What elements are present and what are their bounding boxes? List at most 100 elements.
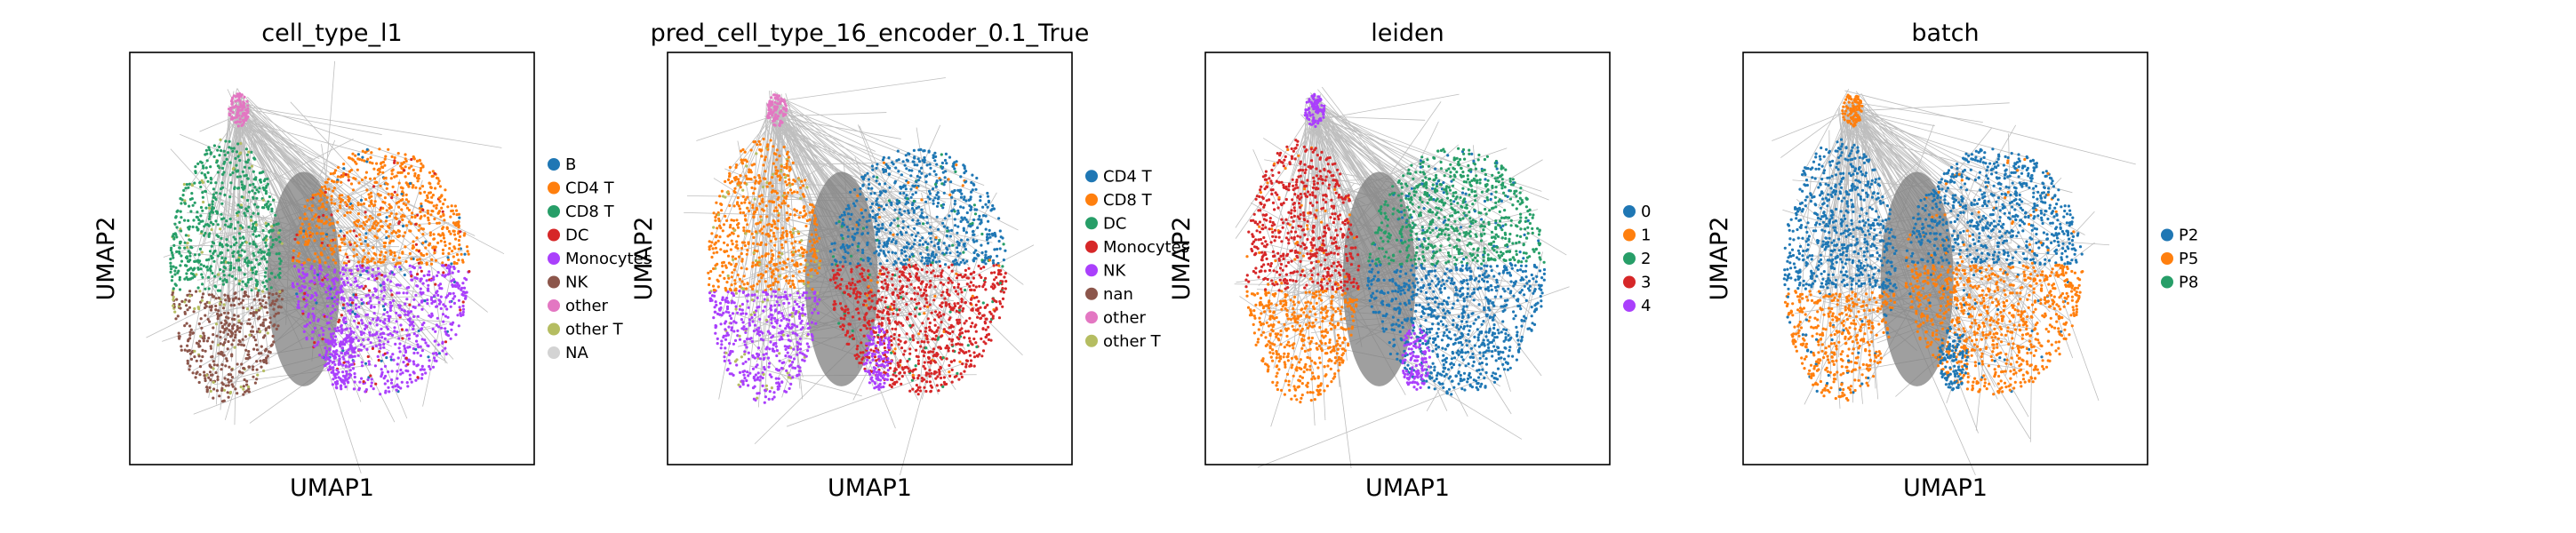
point	[432, 275, 436, 279]
point	[776, 227, 780, 230]
point	[246, 295, 250, 298]
point	[421, 164, 425, 168]
point	[180, 345, 183, 348]
point	[984, 253, 988, 257]
point	[349, 330, 353, 333]
point	[324, 346, 327, 350]
edge-line	[244, 110, 412, 244]
point	[916, 231, 920, 235]
point	[188, 330, 192, 334]
point	[183, 310, 187, 314]
point	[361, 269, 364, 273]
point	[765, 265, 769, 268]
point	[178, 278, 181, 282]
point	[810, 274, 813, 278]
point	[449, 232, 452, 235]
point	[200, 230, 204, 234]
point	[329, 312, 332, 315]
point	[787, 322, 790, 326]
edge-line	[768, 91, 771, 99]
point	[768, 347, 772, 351]
point	[248, 355, 252, 359]
point	[781, 333, 785, 337]
point	[183, 199, 187, 203]
point	[246, 107, 250, 110]
point	[232, 266, 236, 270]
point	[187, 219, 190, 222]
point	[459, 230, 462, 234]
point	[739, 305, 742, 308]
point	[452, 265, 456, 269]
point	[774, 153, 778, 156]
point	[229, 108, 233, 112]
x-axis-label: UMAP1	[290, 474, 374, 502]
point	[955, 163, 958, 167]
point	[301, 309, 305, 313]
point	[378, 272, 381, 275]
point	[308, 226, 312, 229]
point	[742, 282, 746, 286]
point	[339, 345, 342, 348]
point	[203, 306, 207, 310]
point	[268, 203, 272, 206]
point	[719, 248, 723, 251]
point	[301, 266, 305, 271]
point	[785, 232, 789, 235]
point	[317, 226, 321, 229]
point	[774, 345, 778, 348]
point	[252, 195, 255, 199]
point	[198, 365, 203, 369]
point	[341, 306, 345, 310]
point	[268, 230, 271, 234]
point	[749, 148, 753, 152]
point	[743, 181, 747, 185]
point	[712, 211, 716, 215]
point	[916, 286, 921, 290]
point	[238, 279, 242, 282]
point	[730, 283, 733, 287]
point	[724, 346, 727, 350]
point	[247, 387, 251, 391]
point	[240, 343, 244, 346]
point	[313, 345, 316, 348]
point	[324, 274, 327, 278]
point	[276, 306, 280, 309]
point	[342, 338, 346, 341]
point	[234, 296, 237, 299]
point	[757, 139, 761, 143]
point	[441, 340, 444, 344]
point	[231, 327, 235, 330]
point	[214, 219, 218, 223]
point	[262, 179, 266, 183]
point	[262, 255, 266, 259]
point	[338, 354, 341, 358]
point	[352, 387, 356, 391]
point	[183, 300, 187, 304]
point	[252, 365, 255, 369]
point	[450, 204, 453, 208]
point	[751, 206, 755, 210]
point	[413, 171, 417, 176]
point	[324, 215, 328, 219]
point	[256, 293, 260, 297]
point	[750, 298, 755, 302]
point	[362, 380, 365, 384]
point	[769, 228, 772, 232]
point	[401, 337, 404, 340]
point	[169, 261, 172, 265]
point	[199, 160, 203, 163]
point	[188, 368, 191, 371]
point	[317, 333, 321, 338]
point	[407, 166, 412, 170]
point	[348, 259, 351, 263]
point	[192, 310, 196, 314]
legend-marker	[548, 205, 560, 218]
point	[206, 171, 210, 174]
point	[353, 354, 356, 358]
point	[987, 325, 990, 329]
point	[382, 281, 386, 284]
point	[247, 226, 251, 229]
point	[783, 195, 787, 199]
point	[350, 207, 355, 211]
point	[385, 209, 388, 212]
